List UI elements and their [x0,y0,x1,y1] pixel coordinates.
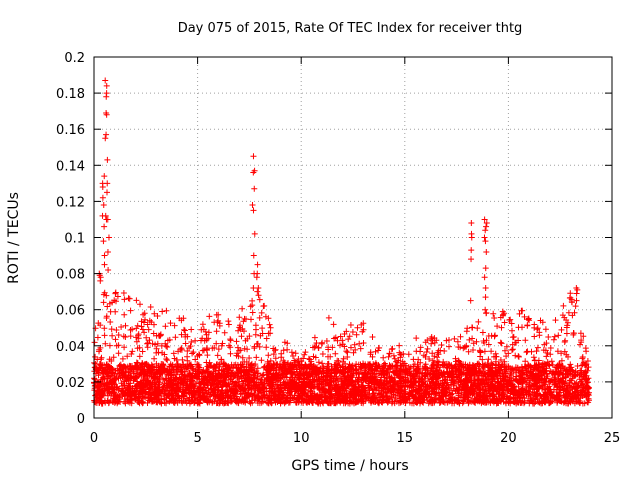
roti-spike-point [483,220,490,227]
x-tick-label: 5 [193,431,201,446]
roti-spike-point [100,202,107,209]
roti-spike-point [105,234,112,241]
x-axis-label: GPS time / hours [291,458,408,474]
roti-spike-point [103,90,110,97]
y-tick-label: 0.16 [56,123,85,138]
roti-spike-point [103,82,110,89]
roti-spike-point [102,135,109,142]
roti-spike-point [255,292,262,299]
roti-spike-point [103,131,110,138]
chart-title: Day 075 of 2015, Rate Of TEC Index for r… [178,21,523,36]
y-tick-label: 0.14 [56,159,85,174]
roti-spike-point [483,248,490,255]
x-tick-label: 15 [397,431,414,446]
roti-spike-point [102,77,109,84]
roti-spike-point [482,238,489,245]
roti-spike-point [251,230,258,237]
roti-spike-point [101,173,108,180]
roti-spike-point [573,297,580,304]
y-tick-label: 0.02 [56,376,85,391]
roti-spike-point [251,185,258,192]
roti-spike-point [250,207,257,214]
roti-spike-point [572,303,579,310]
roti-spike-point [482,265,489,272]
roti-spike-point [251,167,258,174]
y-tick-label: 0.08 [56,268,85,283]
roti-spike-point [467,297,474,304]
data-points [91,77,592,407]
roti-spike-point [104,180,111,187]
roti-spike-point [481,274,488,281]
y-tick-label: 0.12 [56,195,85,210]
roti-spike-point [101,252,108,259]
roti-spike-point [468,256,475,263]
roti-spike-point [104,156,111,163]
roti-spike-point [101,261,108,268]
roti-spike-point [482,294,489,301]
axis-ticks: 0 0.02 0.04 0.06 0.08 0.1 0.12 0.14 0.16 0.18 0.2 0… [56,51,620,446]
roti-spike-point [104,216,111,223]
roti-spike-point [104,248,111,255]
x-tick-label: 0 [90,431,98,446]
roti-spike-point [481,234,488,241]
roti-spike-point [573,290,580,297]
roti-spike-point [102,212,109,219]
roti-spike-point [481,216,488,223]
roti-points-cloud [91,289,592,407]
y-tick-label: 0.06 [56,304,85,319]
roti-spike-point [103,189,110,196]
y-tick-label: 0.04 [56,340,85,355]
y-tick-label: 0.1 [64,232,85,247]
x-tick-label: 25 [604,431,621,446]
x-tick-label: 10 [293,431,310,446]
roti-spike-point [255,285,262,292]
roti-spike-point [468,247,475,254]
roti-spike-point [105,266,112,273]
roti-spike-point [100,238,107,245]
roti-spike-point [482,285,489,292]
roti-spike-point [101,223,108,230]
y-tick-label: 0.18 [56,87,85,102]
roti-spike-point [249,202,256,209]
roti-spike-point [254,270,261,277]
roti-spike-point [99,194,106,201]
y-tick-label: 0 [77,412,85,427]
roti-spike-point [573,285,580,292]
x-tick-label: 20 [500,431,517,446]
roti-spike-point [103,109,110,116]
y-tick-label: 0.2 [64,51,85,66]
roti-spike-point [482,227,489,234]
roti-spike-point [254,261,261,268]
roti-spike-point [468,230,475,237]
roti-spike-point [483,223,490,230]
roti-spike-point [482,306,489,313]
roti-spike-point [468,220,475,227]
roti-spike-point [254,288,261,295]
y-axis-label: ROTI / TECUs [6,192,22,284]
roti-spike-point [250,153,257,160]
roti-spike-point [250,252,257,259]
